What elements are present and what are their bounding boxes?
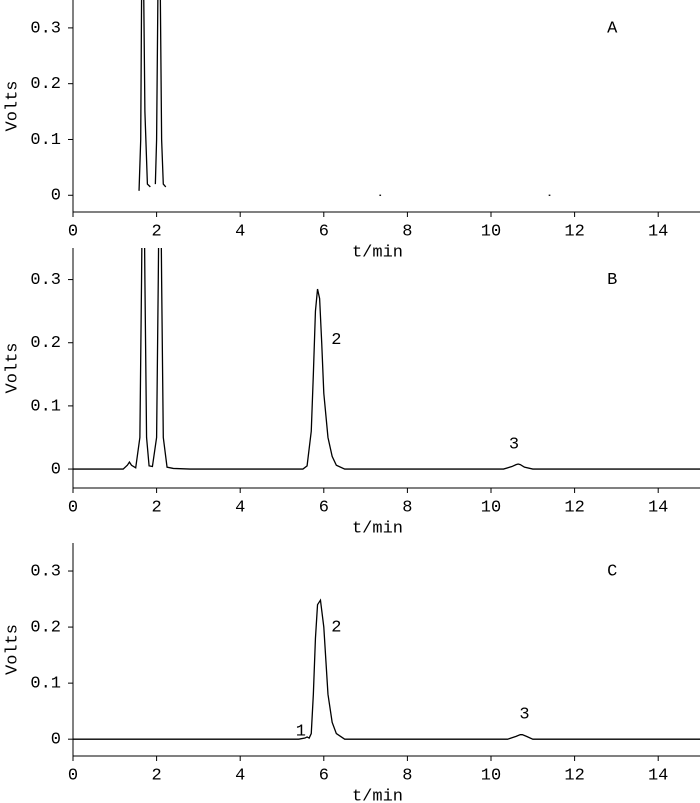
y-axis-label: Volts xyxy=(3,342,22,393)
annotation: 3 xyxy=(519,705,529,724)
x-tick-label: 8 xyxy=(402,498,412,517)
x-tick-label: 12 xyxy=(564,222,584,241)
y-tick-label: 0.1 xyxy=(30,675,61,694)
trace xyxy=(73,598,700,740)
y-axis-label: Volts xyxy=(3,80,22,131)
annotation: 2 xyxy=(331,619,341,638)
y-tick-label: 0 xyxy=(51,461,61,480)
y-tick-label: 0.3 xyxy=(30,271,61,290)
x-tick-label: 6 xyxy=(319,498,329,517)
annotation: A xyxy=(607,19,618,38)
x-tick-label: 14 xyxy=(648,766,668,785)
x-tick-label: 4 xyxy=(235,766,245,785)
x-tick-label: 4 xyxy=(235,222,245,241)
y-tick-label: 0.3 xyxy=(30,563,61,582)
y-tick-label: 0.2 xyxy=(30,334,61,353)
x-tick-label: 10 xyxy=(481,222,501,241)
y-tick-label: 0.3 xyxy=(30,19,61,38)
x-tick-label: 10 xyxy=(481,498,501,517)
trace xyxy=(138,0,151,191)
annotation: 3 xyxy=(509,435,519,454)
x-tick-label: 6 xyxy=(319,222,329,241)
y-tick-label: 0.2 xyxy=(30,75,61,94)
trace xyxy=(73,248,700,470)
x-axis-label: t/min xyxy=(352,519,403,538)
x-tick-label: 2 xyxy=(151,498,161,517)
annotation: 2 xyxy=(331,331,341,350)
trace xyxy=(154,0,167,188)
x-axis-label: t/min xyxy=(352,787,403,803)
x-tick-label: 2 xyxy=(151,222,161,241)
panel: 0 0.1 0.2 0.3 0 2 4 6 8 10 12 14 t/min Volts C 2 1 3 xyxy=(3,543,700,803)
x-tick-label: 14 xyxy=(648,498,668,517)
x-axis-label: t/min xyxy=(352,243,403,262)
panel: 0 0.1 0.2 0.3 0 2 4 6 8 10 12 14 t/min Volts A xyxy=(3,0,700,262)
annotation: C xyxy=(607,563,617,582)
y-tick-label: 0.1 xyxy=(30,397,61,416)
y-tick-label: 0.1 xyxy=(30,131,61,150)
x-tick-label: 6 xyxy=(319,766,329,785)
annotation: B xyxy=(607,271,617,290)
panel: 0 0.1 0.2 0.3 0 2 4 6 8 10 12 14 t/min Volts B 2 3 xyxy=(3,248,700,538)
y-tick-label: 0 xyxy=(51,187,61,206)
y-tick-label: 0 xyxy=(51,731,61,750)
x-tick-label: 12 xyxy=(564,766,584,785)
x-tick-label: 10 xyxy=(481,766,501,785)
y-axis-label: Volts xyxy=(3,624,22,675)
x-tick-label: 8 xyxy=(402,766,412,785)
x-tick-label: 14 xyxy=(648,222,668,241)
x-tick-label: 0 xyxy=(68,766,78,785)
x-tick-label: 8 xyxy=(402,222,412,241)
x-tick-label: 4 xyxy=(235,498,245,517)
x-tick-label: 12 xyxy=(564,498,584,517)
x-tick-label: 2 xyxy=(151,766,161,785)
y-tick-label: 0.2 xyxy=(30,619,61,638)
x-tick-label: 0 xyxy=(68,498,78,517)
annotation: 1 xyxy=(296,722,306,741)
x-tick-label: 0 xyxy=(68,222,78,241)
